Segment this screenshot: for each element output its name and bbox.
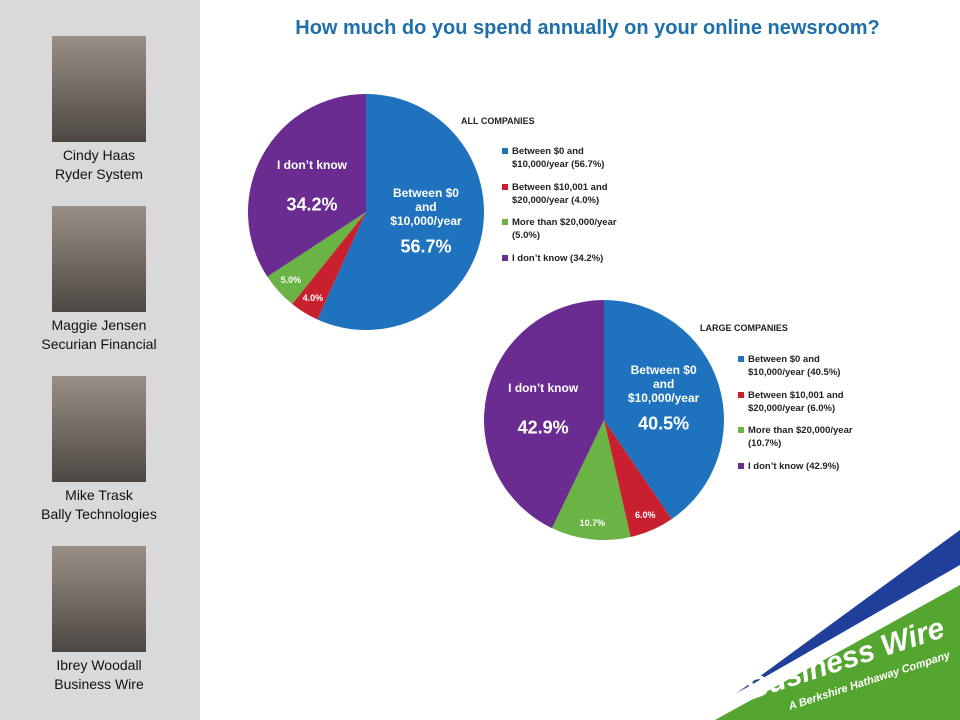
speaker-name: Ibrey Woodall: [56, 657, 142, 673]
legend-swatch: [738, 427, 744, 434]
legend-label: Between $10,001 and $20,000/year (4.0%): [512, 181, 608, 206]
pie-slice: [292, 212, 366, 320]
pie-slice: [604, 420, 672, 538]
slice-value: 4.0%: [302, 293, 324, 304]
legend-label: Between $0 and $10,000/year (56.7%): [512, 146, 605, 170]
speaker-name: Mike Trask: [65, 487, 133, 503]
pie-slice: [551, 420, 631, 541]
pie-slice: [604, 300, 724, 520]
slice-name: I don’t know: [508, 381, 579, 396]
legend-swatch: [502, 148, 508, 154]
legend-swatch: [738, 356, 744, 362]
legend-label: I don’t know (42.9%): [748, 461, 840, 473]
pie-slice: [317, 94, 484, 330]
speaker-name: Cindy Haas: [62, 147, 136, 163]
pie-slice: [484, 300, 604, 529]
legend-swatch: [502, 183, 508, 190]
slice-value: 56.7%: [400, 236, 452, 257]
legend-swatch: [502, 254, 508, 261]
slice-value: 42.9%: [517, 417, 569, 438]
slice-value: 40.5%: [638, 413, 690, 434]
chart-title: LARGE COMPANIES: [700, 323, 788, 333]
legend-label: I don’t know (34.2%): [512, 252, 604, 264]
slice-name: I don’t know: [277, 157, 347, 172]
slice-name: Between $0 and $10,000/year: [627, 362, 700, 405]
legend-label: Between $0 and $10,000/year (40.5%): [748, 354, 841, 378]
speaker-photo: [52, 546, 146, 652]
slide-title: How much do you spend annually on your o…: [295, 17, 880, 39]
legend-label: More than $20,000/year (10.7%): [748, 425, 853, 450]
slice-value: 6.0%: [634, 509, 656, 520]
legend-swatch: [502, 219, 508, 225]
pie-slice: [247, 94, 366, 277]
slice-value: 34.2%: [286, 194, 338, 215]
chart-title: ALL COMPANIES: [461, 116, 535, 126]
speaker-company: Bally Technologies: [41, 506, 157, 522]
speaker-name: Maggie Jensen: [51, 317, 147, 333]
slice-name: Between $0 and $10,000/year: [390, 185, 462, 228]
pie-slice: [267, 212, 366, 305]
legend-swatch: [738, 463, 744, 470]
logo-band: [715, 585, 960, 720]
speaker-company: Securian Financial: [41, 336, 157, 352]
legend-label: Between $10,001 and $20,000/year (6.0%): [748, 389, 844, 414]
legend-swatch: [738, 391, 744, 398]
speaker-photo: [52, 376, 146, 482]
speaker-company: Ryder System: [55, 166, 143, 182]
speaker-company: Business Wire: [54, 676, 144, 692]
speaker-photo: [52, 206, 146, 312]
legend-label: More than $20,000/year (5.0%): [512, 217, 617, 241]
slice-value: 5.0%: [280, 275, 302, 286]
slice-value: 10.7%: [579, 517, 606, 528]
speaker-photo: [52, 36, 146, 142]
